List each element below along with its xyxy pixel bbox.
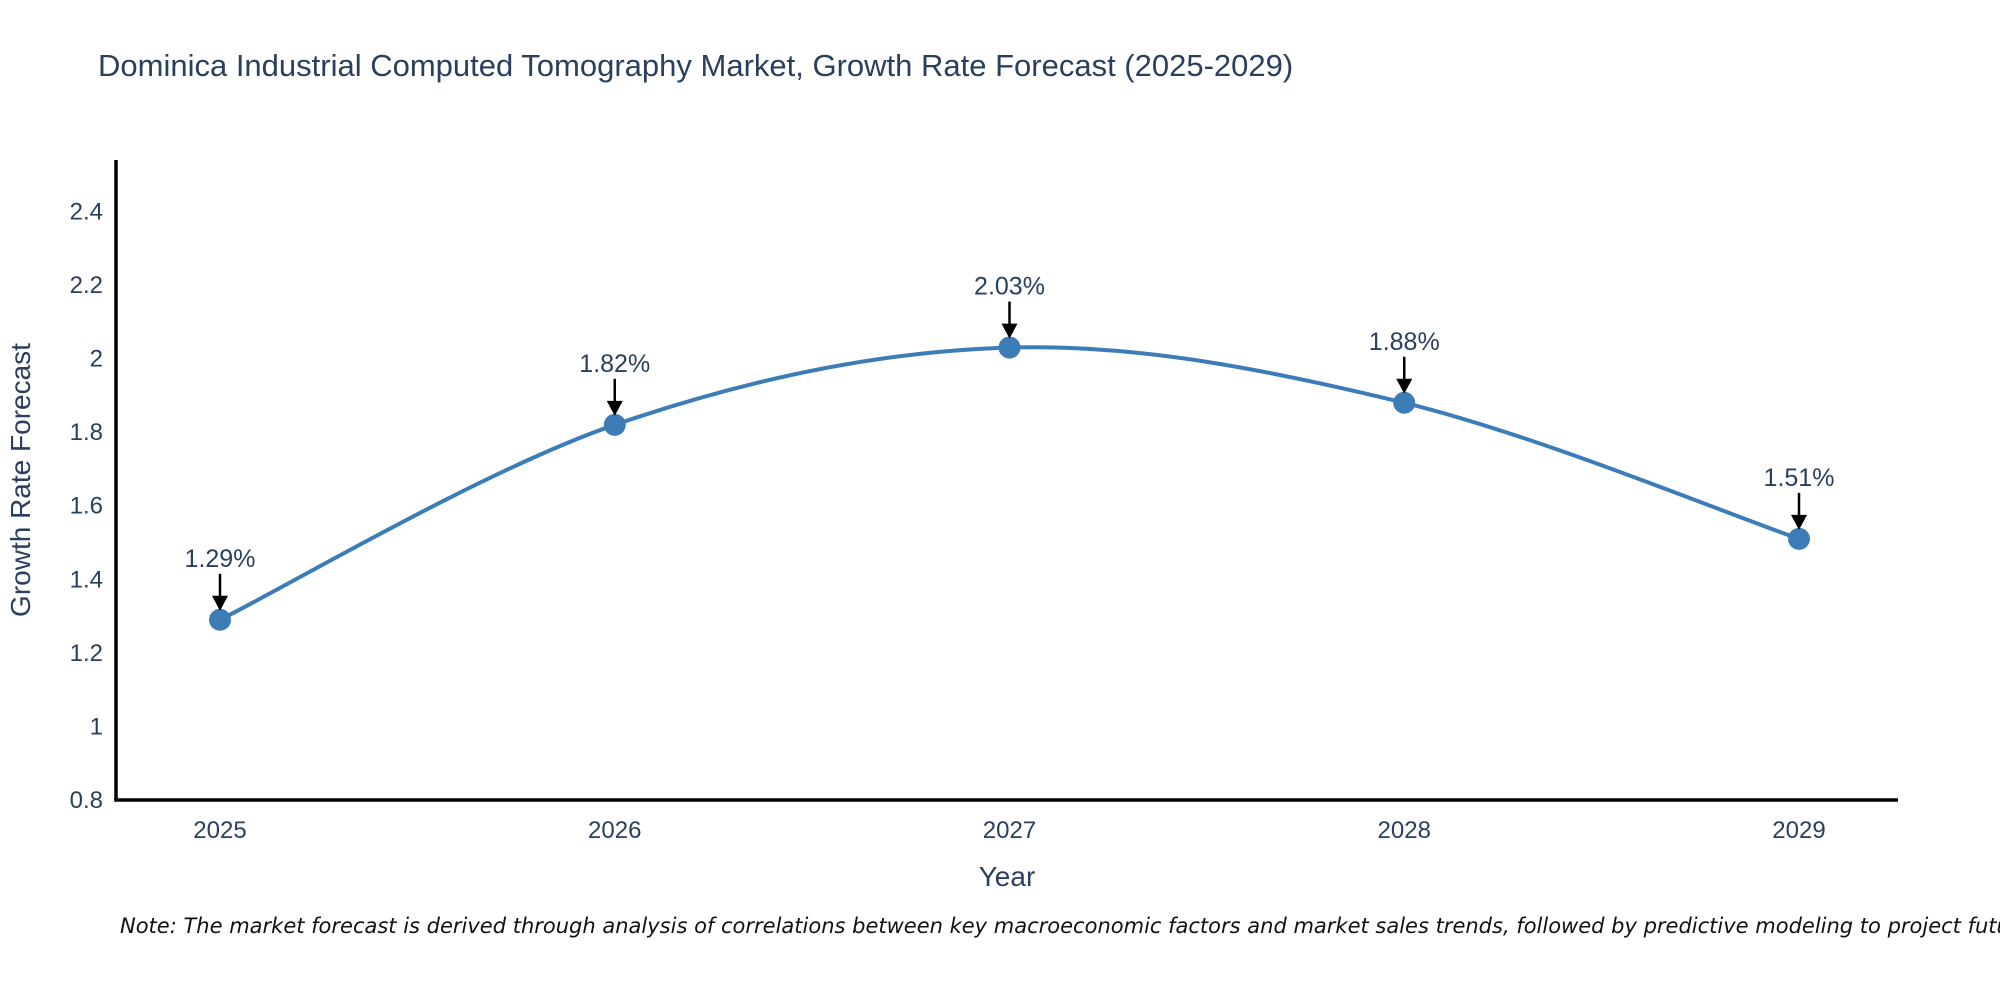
data-point-marker[interactable] [1788, 527, 1810, 550]
y-tick-label: 2 [90, 346, 103, 373]
annotation-arrow-head [1791, 514, 1807, 530]
y-tick-label: 2.2 [70, 272, 103, 299]
point-value-label: 1.88% [1369, 328, 1440, 356]
point-value-label: 1.29% [185, 545, 256, 573]
x-tick-label: 2028 [1378, 817, 1431, 844]
y-axis-title: Growth Rate Forecast [5, 343, 36, 617]
y-tick-label: 1.8 [70, 419, 103, 446]
annotation-arrow-head [212, 595, 228, 611]
point-value-label: 1.51% [1764, 464, 1835, 492]
y-tick-label: 0.8 [70, 787, 103, 814]
point-value-label: 2.03% [974, 273, 1045, 301]
y-tick-label: 1 [90, 713, 103, 740]
annotation-arrow-head [606, 400, 623, 416]
chart-title: Dominica Industrial Computed Tomography … [98, 48, 1294, 83]
annotation-arrow-head [1001, 323, 1018, 339]
x-tick-label: 2026 [588, 817, 641, 844]
data-point-marker[interactable] [209, 608, 231, 631]
y-tick-label: 1.6 [70, 493, 103, 520]
y-tick-label: 1.2 [70, 640, 103, 667]
y-tick-label: 2.4 [70, 198, 103, 225]
forecast-line [218, 345, 1801, 622]
data-point-marker[interactable] [998, 336, 1021, 359]
footnote: Note: The market forecast is derived thr… [120, 914, 2000, 938]
x-tick-label: 2027 [983, 817, 1036, 844]
point-value-label: 1.82% [579, 350, 650, 378]
x-tick-label: 2029 [1772, 817, 1825, 844]
x-axis-title: Year [979, 861, 1036, 892]
data-point-marker[interactable] [603, 413, 626, 436]
annotation-arrow-head [1396, 378, 1413, 394]
x-tick-label: 2025 [193, 817, 246, 844]
y-tick-label: 1.4 [70, 566, 103, 593]
data-point-marker[interactable] [1393, 391, 1416, 414]
